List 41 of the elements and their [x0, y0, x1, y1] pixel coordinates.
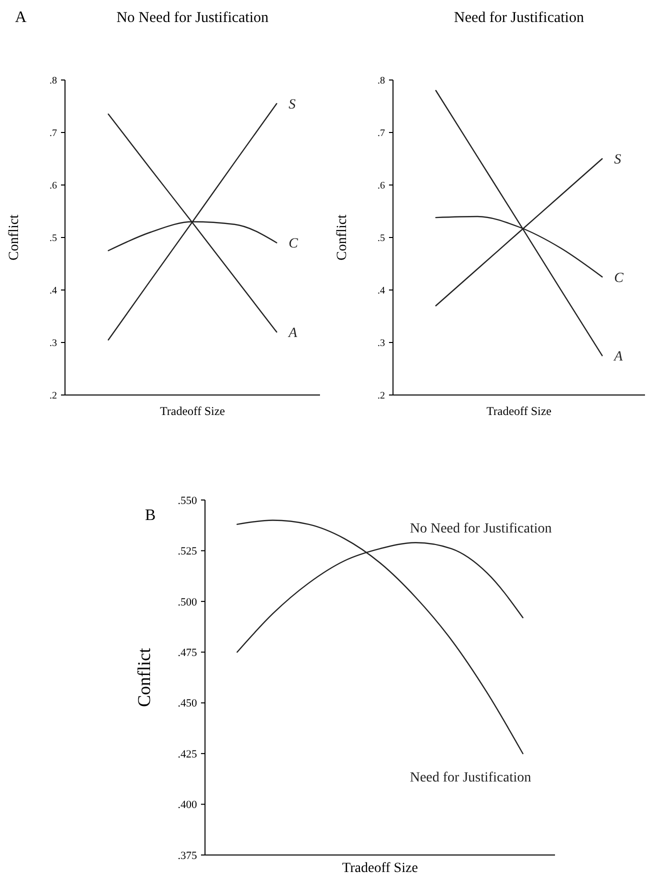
y-tick-label: .2: [378, 390, 385, 402]
y-tick-label: .3: [50, 338, 57, 349]
series-label: C: [288, 236, 299, 252]
y-axis-title: Conflict: [134, 648, 154, 707]
y-tick-label: .550: [178, 494, 198, 507]
series-label: C: [614, 270, 624, 286]
series-label: S: [288, 98, 296, 113]
line-series: [435, 90, 603, 356]
series-label: S: [614, 152, 622, 168]
text: B: [145, 507, 156, 524]
y-tick-label: .8: [50, 76, 57, 86]
y-tick-label: .7: [50, 128, 57, 139]
series-label: No Need for Justification: [410, 522, 552, 537]
y-tick-label: .475: [178, 646, 198, 659]
x-axis-title: Tradeoff Size: [486, 404, 552, 418]
y-tick-label: .5: [50, 233, 57, 244]
y-tick-label: .5: [378, 233, 385, 244]
y-tick-label: .2: [50, 390, 57, 402]
y-tick-label: .525: [178, 546, 198, 558]
y-axis-title: Conflict: [335, 214, 350, 260]
y-tick-label: .400: [178, 799, 198, 812]
y-tick-label: .3: [378, 338, 385, 349]
y-tick-label: .4: [378, 286, 385, 296]
x-axis-title: Tradeoff Size: [160, 404, 225, 418]
text: A: [15, 9, 27, 26]
series-label: A: [288, 326, 298, 341]
y-tick-label: .6: [50, 180, 57, 192]
series-label: A: [613, 350, 624, 365]
chart-title: Need for Justification: [454, 10, 584, 26]
y-tick-label: .375: [178, 850, 198, 862]
y-tick-label: .450: [178, 698, 198, 710]
series-label: Need for Justification: [410, 770, 532, 786]
y-tick-label: .4: [50, 286, 57, 296]
y-tick-label: .7: [378, 128, 385, 139]
x-axis-title: Tradeoff Size: [342, 861, 418, 876]
y-tick-label: .500: [178, 596, 198, 608]
y-tick-label: .425: [178, 748, 198, 760]
y-tick-label: .6: [378, 180, 385, 192]
y-tick-label: .8: [378, 76, 385, 86]
chart-title: No Need for Justification: [116, 10, 270, 26]
y-axis-title: Conflict: [7, 214, 22, 260]
